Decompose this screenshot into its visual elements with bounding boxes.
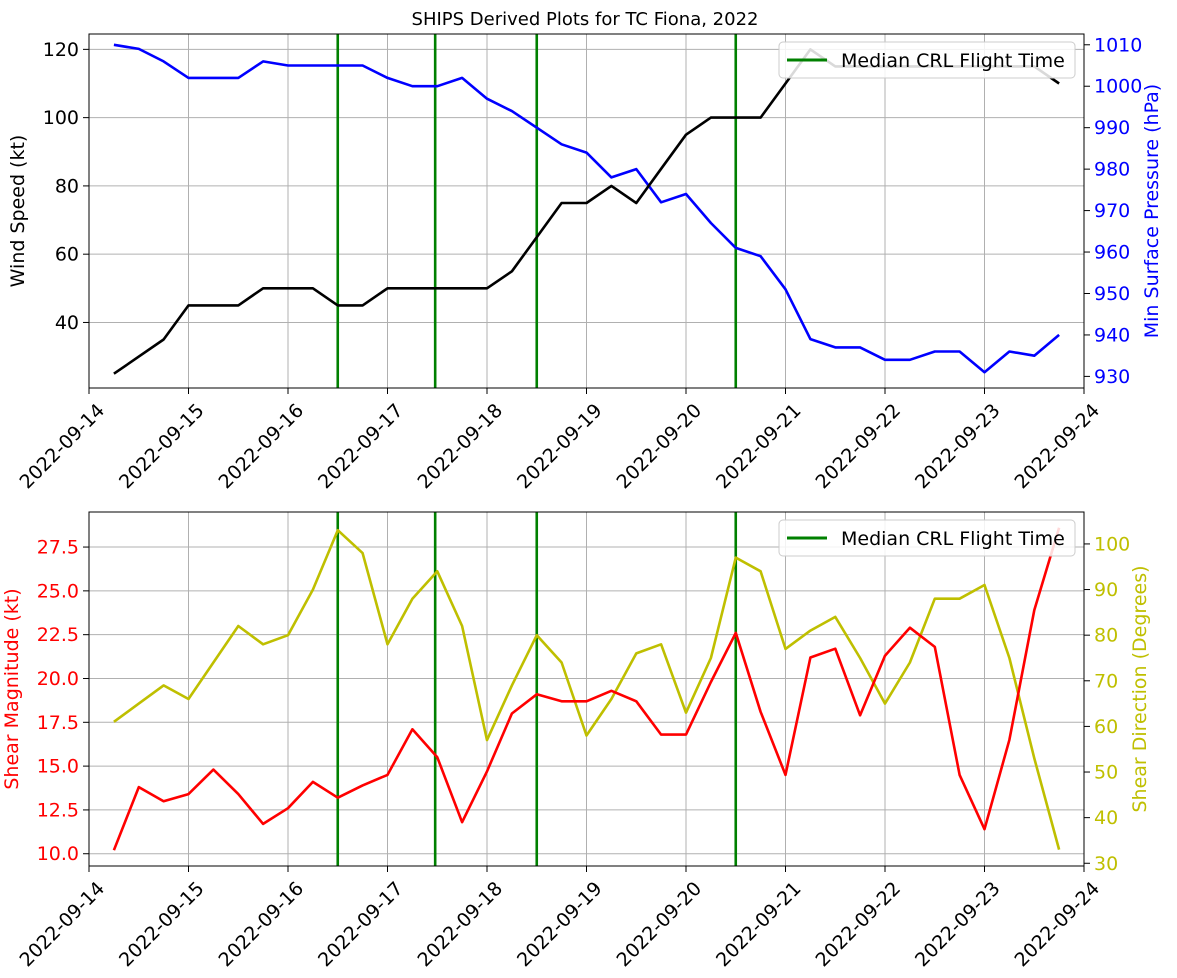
y-axis-left-label: Shear Magnitude (kt) xyxy=(1,588,23,789)
y-right-tick-label: 960 xyxy=(1094,242,1130,264)
y-right-tick-label: 50 xyxy=(1094,762,1118,784)
y-left-tick-label: 120 xyxy=(43,39,79,61)
x-tick-label: 2022-09-19 xyxy=(513,878,607,972)
y-right-tick-label: 930 xyxy=(1094,366,1130,388)
x-tick-label: 2022-09-21 xyxy=(712,878,806,972)
x-tick-label: 2022-09-23 xyxy=(911,400,1005,494)
y-right-tick-label: 1010 xyxy=(1094,34,1142,56)
y-right-tick-label: 100 xyxy=(1094,533,1130,555)
y-axis-right: 930 940 950 960 970 980 990 1000 1010 xyxy=(1084,34,1142,388)
x-tick-label: 2022-09-20 xyxy=(613,400,707,494)
y-left-tick-label: 20.0 xyxy=(37,668,79,690)
y-left-tick-label: 25.0 xyxy=(37,580,79,602)
x-tick-label: 2022-09-21 xyxy=(712,400,806,494)
y-axis-left: 40 60 80 100 120 xyxy=(43,39,89,334)
y-right-tick-label: 1000 xyxy=(1094,76,1142,98)
x-tick-label: 2022-09-15 xyxy=(115,400,209,494)
x-tick-label: 2022-09-22 xyxy=(812,878,906,972)
y-left-tick-label: 80 xyxy=(55,175,79,197)
y-left-tick-label: 17.5 xyxy=(37,712,79,734)
x-tick-label: 2022-09-17 xyxy=(314,400,408,494)
y-right-tick-label: 40 xyxy=(1094,807,1118,829)
x-axis: 2022-09-14 2022-09-15 2022-09-16 2022-09-17… xyxy=(16,388,1105,494)
y-right-tick-label: 90 xyxy=(1094,579,1118,601)
series-line-right xyxy=(113,43,1060,374)
chart-title: SHIPS Derived Plots for TC Fiona, 2022 xyxy=(412,9,759,30)
x-tick-label: 2022-09-17 xyxy=(314,878,408,972)
series-line-left xyxy=(112,527,1061,851)
y-left-tick-label: 15.0 xyxy=(37,756,79,778)
y-right-tick-label: 30 xyxy=(1094,853,1118,875)
y-axis-left: 10.0 12.5 15.0 17.5 20.0 22.5 25.0 27.5 xyxy=(37,537,89,865)
x-tick-label: 2022-09-16 xyxy=(215,400,309,494)
y-left-tick-label: 22.5 xyxy=(37,624,79,646)
x-tick-label: 2022-09-24 xyxy=(1011,878,1105,972)
y-axis-left-label: Wind Speed (kt) xyxy=(7,135,29,288)
y-left-tick-label: 10.0 xyxy=(37,843,79,865)
y-axis-right-label: Shear Direction (Degrees) xyxy=(1129,565,1151,812)
x-tick-label: 2022-09-14 xyxy=(16,400,110,494)
grid xyxy=(88,34,1085,388)
legend-box xyxy=(778,519,1076,557)
y-left-tick-label: 27.5 xyxy=(37,537,79,559)
y-left-tick-label: 40 xyxy=(55,312,79,334)
x-tick-label: 2022-09-23 xyxy=(911,878,1005,972)
panel-shear: 2022-09-14 2022-09-15 2022-09-16 2022-09-17… xyxy=(1,511,1151,972)
y-left-tick-label: 12.5 xyxy=(37,799,79,821)
y-right-tick-label: 970 xyxy=(1094,200,1130,222)
y-right-tick-label: 60 xyxy=(1094,716,1118,738)
legend: Median CRL Flight Time xyxy=(778,41,1076,79)
y-right-tick-label: 70 xyxy=(1094,670,1118,692)
panel-wind-pressure: 2022-09-14 2022-09-15 2022-09-16 2022-09-17… xyxy=(7,33,1163,494)
x-tick-label: 2022-09-16 xyxy=(215,878,309,972)
y-right-tick-label: 940 xyxy=(1094,324,1130,346)
legend-label: Median CRL Flight Time xyxy=(841,528,1065,550)
series-line-right xyxy=(113,528,1061,850)
series-group xyxy=(112,527,1061,851)
grid xyxy=(88,512,1085,866)
x-axis: 2022-09-14 2022-09-15 2022-09-16 2022-09-17… xyxy=(16,866,1105,972)
x-tick-label: 2022-09-19 xyxy=(513,400,607,494)
y-left-tick-label: 100 xyxy=(43,107,79,129)
legend-label: Median CRL Flight Time xyxy=(841,50,1065,72)
y-axis-right: 30 40 50 60 70 80 90 100 xyxy=(1084,533,1130,875)
y-right-tick-label: 980 xyxy=(1094,159,1130,181)
x-tick-label: 2022-09-22 xyxy=(812,400,906,494)
legend: Median CRL Flight Time xyxy=(778,519,1076,557)
x-tick-label: 2022-09-18 xyxy=(414,400,508,494)
legend-box xyxy=(778,41,1076,79)
x-tick-label: 2022-09-14 xyxy=(16,878,110,972)
y-right-tick-label: 950 xyxy=(1094,283,1130,305)
flight-time-lines xyxy=(336,34,738,388)
flight-time-lines xyxy=(336,512,738,866)
y-right-tick-label: 80 xyxy=(1094,625,1118,647)
y-left-tick-label: 60 xyxy=(55,244,79,266)
x-tick-label: 2022-09-18 xyxy=(414,878,508,972)
x-tick-label: 2022-09-20 xyxy=(613,878,707,972)
y-right-tick-label: 990 xyxy=(1094,117,1130,139)
y-axis-right-label: Min Surface Pressure (hPa) xyxy=(1141,84,1163,338)
x-tick-label: 2022-09-15 xyxy=(115,878,209,972)
x-tick-label: 2022-09-24 xyxy=(1011,400,1105,494)
